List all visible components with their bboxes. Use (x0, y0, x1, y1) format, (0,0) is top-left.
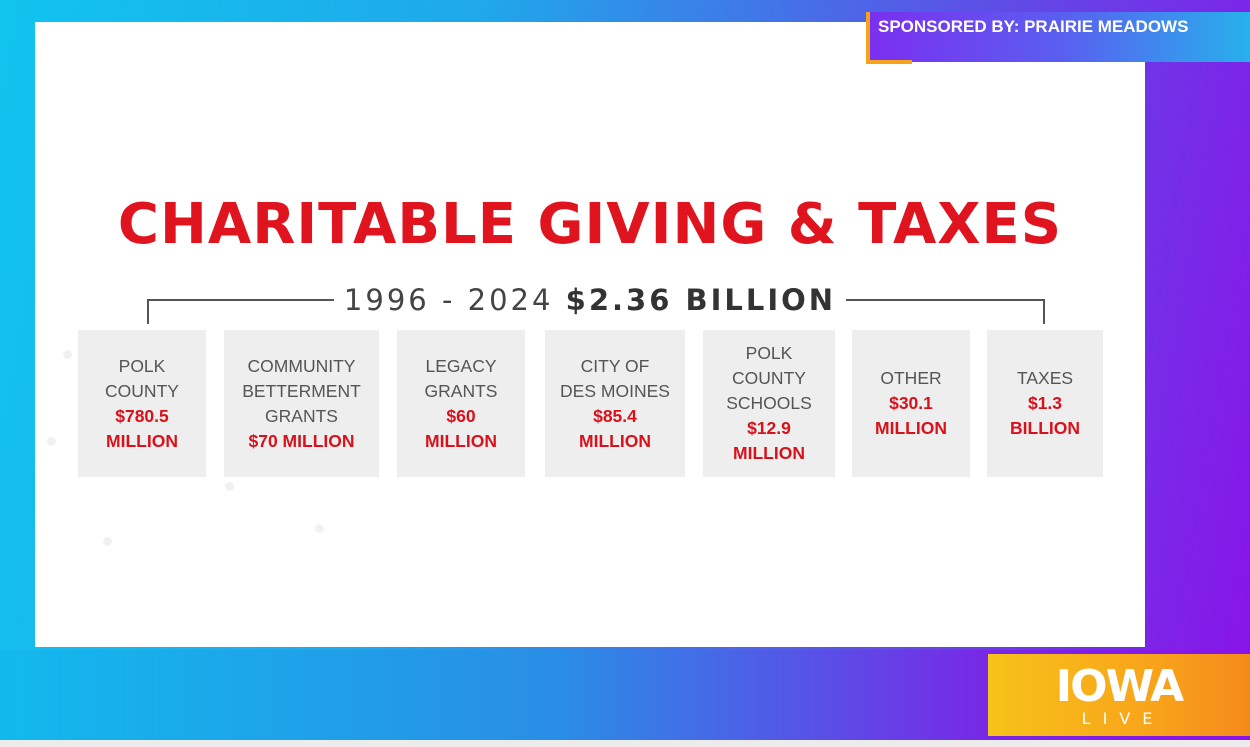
decorative-dot (103, 537, 112, 546)
category-label: CITY OF DES MOINES (560, 355, 670, 401)
category-box: TAXES $1.3 BILLION (987, 330, 1103, 477)
category-label: POLK COUNTY (105, 355, 179, 401)
category-box: COMMUNITY BETTERMENT GRANTS $70 MILLION (224, 330, 379, 477)
slide-panel: CHARITABLE GIVING & TAXES 1996 - 2024 $2… (35, 22, 1145, 647)
decorative-dot (315, 524, 324, 533)
category-amount: $1.3 BILLION (1010, 393, 1080, 438)
category-label: TAXES (1016, 368, 1074, 388)
iowa-live-logo: IOWA LIVE (988, 654, 1250, 736)
bottom-strip (0, 740, 1250, 747)
category-label: LEGACY GRANTS (424, 355, 498, 401)
decorative-dot (225, 482, 234, 491)
range-header: 1996 - 2024 $2.36 BILLION (35, 283, 1145, 317)
logo-subtitle: LIVE (1081, 709, 1165, 728)
sponsor-banner: SPONSORED BY: PRAIRIE MEADOWS (866, 12, 1250, 62)
slide-title: CHARITABLE GIVING & TAXES (117, 192, 1063, 257)
category-amount: $12.9 MILLION (733, 418, 805, 463)
category-box: POLK COUNTY SCHOOLS $12.9 MILLION (703, 330, 835, 477)
logo-wordmark: IOWA (1055, 661, 1184, 712)
category-label: COMMUNITY BETTERMENT GRANTS (242, 355, 361, 426)
decorative-dot (47, 437, 56, 446)
category-label: OTHER (880, 368, 942, 388)
category-label: POLK COUNTY SCHOOLS (726, 343, 812, 413)
decorative-dot (63, 350, 72, 359)
category-amount: $780.5 MILLION (106, 405, 178, 451)
category-box: LEGACY GRANTS $60 MILLION (397, 330, 525, 477)
category-amount: $70 MILLION (248, 430, 355, 451)
category-amount: $60 MILLION (425, 405, 497, 451)
range-years: 1996 - 2024 (343, 283, 554, 317)
category-amount: $85.4 MILLION (579, 405, 651, 451)
category-box: POLK COUNTY $780.5 MILLION (78, 330, 206, 477)
range-total: $2.36 BILLION (565, 283, 837, 317)
category-box: OTHER $30.1 MILLION (852, 330, 970, 477)
sponsor-accent-bar (866, 60, 912, 64)
category-box: CITY OF DES MOINES $85.4 MILLION (545, 330, 685, 477)
category-amount: $30.1 MILLION (875, 393, 947, 438)
